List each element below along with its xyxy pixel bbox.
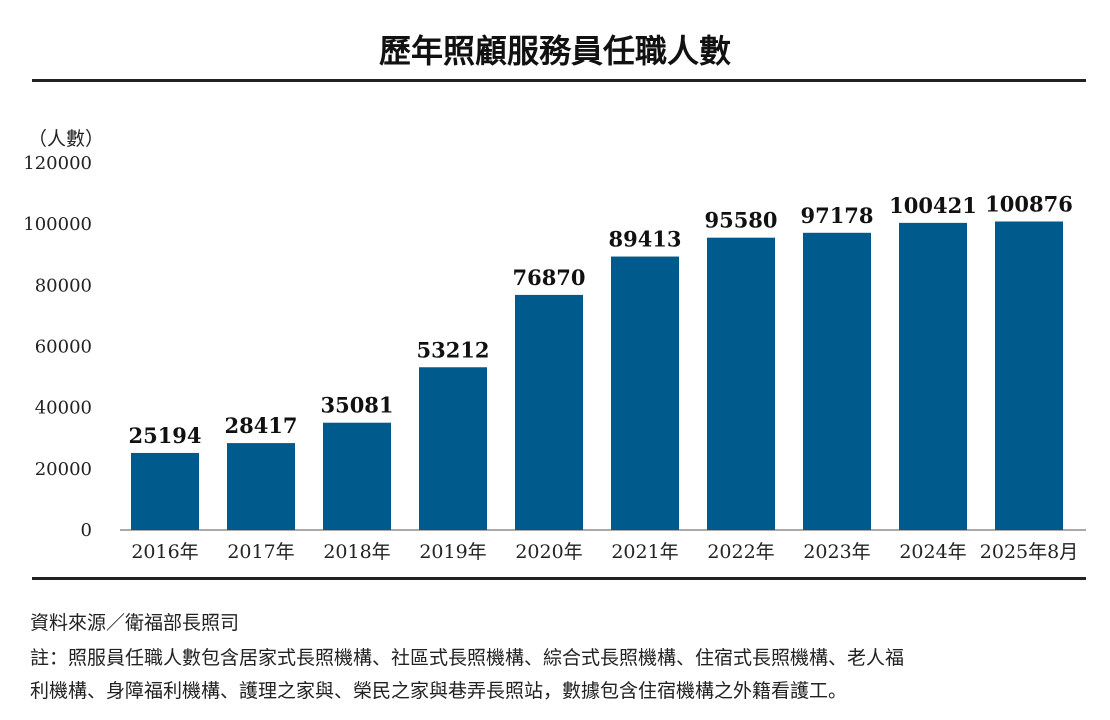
data-label: 53212	[416, 337, 489, 362]
bar-2016年	[131, 452, 199, 530]
y-tick-label: 20000	[35, 459, 92, 480]
y-axis-label: （人數）	[28, 128, 105, 150]
y-tick-label: 40000	[35, 398, 92, 419]
y-tick-label: 100000	[23, 214, 92, 235]
bar-2019年	[419, 367, 487, 530]
source-text: 資料來源／衛福部長照司	[30, 612, 240, 634]
x-tick-label: 2020年	[515, 541, 582, 563]
x-tick-label: 2022年	[707, 541, 774, 563]
y-tick-label: 80000	[35, 275, 92, 296]
data-label: 89413	[608, 227, 681, 252]
bar-2025年8月	[995, 221, 1063, 531]
data-label: 100421	[889, 193, 977, 218]
bar-2021年	[611, 256, 679, 530]
data-label: 28417	[224, 413, 297, 438]
x-tick-label: 2024年	[899, 541, 966, 563]
x-tick-label: 2021年	[611, 541, 678, 563]
data-label: 97178	[800, 203, 873, 228]
x-tick-label: 2025年8月	[980, 541, 1078, 563]
note-line-2: 利機構、身障福利機構、護理之家與、榮民之家與巷弄長照站，數據包含住宿機構之外籍看…	[30, 680, 848, 702]
x-tick-label: 2023年	[803, 541, 870, 563]
chart-title: 歷年照顧服務員任職人數	[378, 32, 731, 70]
x-tick-label: 2017年	[227, 541, 294, 563]
data-label: 100876	[985, 191, 1073, 216]
bar-2017年	[227, 443, 295, 530]
x-tick-label: 2019年	[419, 541, 486, 563]
data-label: 35081	[320, 393, 393, 418]
title-divider	[32, 79, 1086, 82]
data-label: 25194	[128, 423, 201, 448]
x-tick-label: 2018年	[323, 541, 390, 563]
bar-2022年	[707, 237, 775, 530]
bar-chart: 0 20000 40000 60000 80000 100000 120000 25194 20…	[23, 153, 1086, 563]
y-tick-label: 120000	[23, 153, 92, 174]
bottom-divider	[32, 577, 1086, 580]
bar-2018年	[323, 422, 391, 530]
bar-2024年	[899, 222, 967, 531]
bar-2023年	[803, 232, 871, 530]
data-label: 95580	[704, 208, 777, 233]
data-label: 76870	[512, 265, 585, 290]
y-tick-label: 60000	[35, 337, 92, 358]
y-tick-label: 0	[81, 520, 92, 541]
note-line-1: 註：照服員任職人數包含居家式長照機構、社區式長照機構、綜合式長照機構、住宿式長照…	[30, 647, 905, 669]
bar-2020年	[515, 294, 583, 530]
x-tick-label: 2016年	[131, 541, 198, 563]
